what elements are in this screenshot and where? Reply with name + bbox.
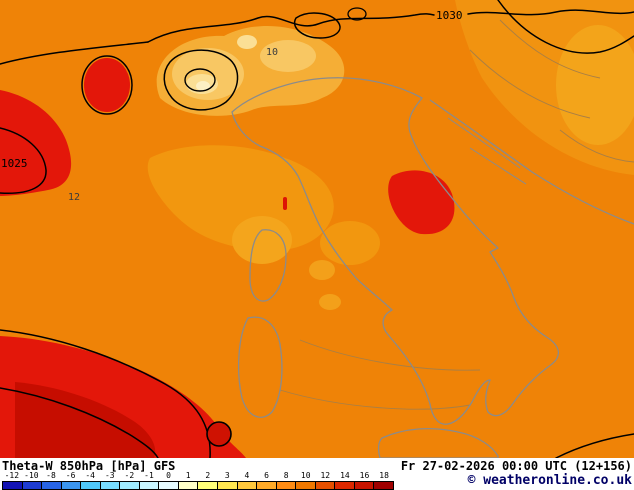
theta-label-12: 12 bbox=[68, 192, 80, 203]
scale-label: 2 bbox=[205, 471, 211, 480]
footer-scale-row: -12 -10 -8 -6 -4 -3 -2 -1 0 1 2 3 4 6 8 10 12 14 16 18 © we… bbox=[2, 472, 632, 490]
colorscale-bar bbox=[2, 481, 394, 490]
contour-labels: 1030 1025 10 12 bbox=[1, 9, 463, 203]
scale-label: 1 bbox=[185, 471, 191, 480]
scale-color-cell bbox=[61, 482, 82, 489]
scale-color-cell bbox=[139, 482, 160, 489]
scale-label: 6 bbox=[264, 471, 269, 480]
scale-color-cell bbox=[198, 482, 219, 489]
scale-color-cell bbox=[335, 482, 355, 489]
colorscale-labels: -12 -10 -8 -6 -4 -3 -2 -1 0 1 2 3 4 6 8 10 12 14 16 18 bbox=[2, 472, 394, 480]
scale-label: 14 bbox=[340, 471, 350, 480]
isobar-contours bbox=[0, 0, 634, 458]
scale-color-cell bbox=[315, 482, 336, 489]
scale-label: -1 bbox=[144, 471, 154, 480]
footer-bar: Theta-W 850hPa [hPa] GFS Fr 27-02-2026 0… bbox=[0, 458, 634, 490]
warm-red-regions bbox=[0, 58, 455, 458]
copyright-label: © weatheronline.co.uk bbox=[467, 473, 632, 488]
scale-color-cell bbox=[178, 482, 199, 489]
scale-color-cell bbox=[257, 482, 277, 489]
scale-color-cell bbox=[100, 482, 121, 489]
colorscale-legend: -12 -10 -8 -6 -4 -3 -2 -1 0 1 2 3 4 6 8 10 12 14 16 18 bbox=[2, 472, 394, 490]
scale-color-cell bbox=[42, 482, 62, 489]
scale-label: -12 bbox=[4, 471, 20, 480]
isobar-label-1025: 1025 bbox=[1, 157, 28, 170]
scale-label: 16 bbox=[359, 471, 370, 480]
scale-label: -3 bbox=[104, 471, 115, 480]
scale-color-cell bbox=[120, 482, 140, 489]
scale-color-cell bbox=[3, 482, 23, 489]
scale-color-cell bbox=[374, 482, 393, 489]
footer-title-row: Theta-W 850hPa [hPa] GFS Fr 27-02-2026 0… bbox=[2, 459, 632, 473]
scale-label: -2 bbox=[124, 471, 135, 480]
scale-label: -6 bbox=[65, 471, 76, 480]
theta-label-10: 10 bbox=[266, 47, 278, 58]
scale-label: 4 bbox=[244, 471, 250, 480]
parameter-label: Theta-W 850hPa [hPa] GFS bbox=[2, 459, 176, 473]
coastlines bbox=[231, 77, 634, 458]
scale-label: -4 bbox=[85, 471, 95, 480]
scale-label: 0 bbox=[166, 471, 171, 480]
scale-color-cell bbox=[354, 482, 375, 489]
datetime-label: Fr 27-02-2026 00:00 UTC (12+156) bbox=[400, 459, 632, 473]
map-svg: 1030 1025 10 12 bbox=[0, 0, 634, 458]
scale-label: -8 bbox=[46, 471, 56, 480]
weather-map: 1030 1025 10 12 bbox=[0, 0, 634, 458]
theta-contour-lines bbox=[279, 19, 634, 410]
scale-label: 12 bbox=[320, 471, 331, 480]
scale-color-cell bbox=[276, 482, 297, 489]
scale-color-cell bbox=[81, 482, 101, 489]
scale-label: 18 bbox=[379, 471, 389, 480]
scale-color-cell bbox=[218, 482, 238, 489]
station-marker bbox=[283, 197, 287, 210]
scale-label: 10 bbox=[300, 471, 311, 480]
scale-label: 8 bbox=[283, 471, 289, 480]
scale-color-cell bbox=[159, 482, 179, 489]
scale-color-cell bbox=[22, 482, 43, 489]
scale-label: -10 bbox=[24, 471, 39, 480]
scale-color-cell bbox=[296, 482, 316, 489]
scale-label: 3 bbox=[224, 471, 230, 480]
isobar-label-1030: 1030 bbox=[436, 9, 463, 22]
scale-color-cell bbox=[237, 482, 258, 489]
